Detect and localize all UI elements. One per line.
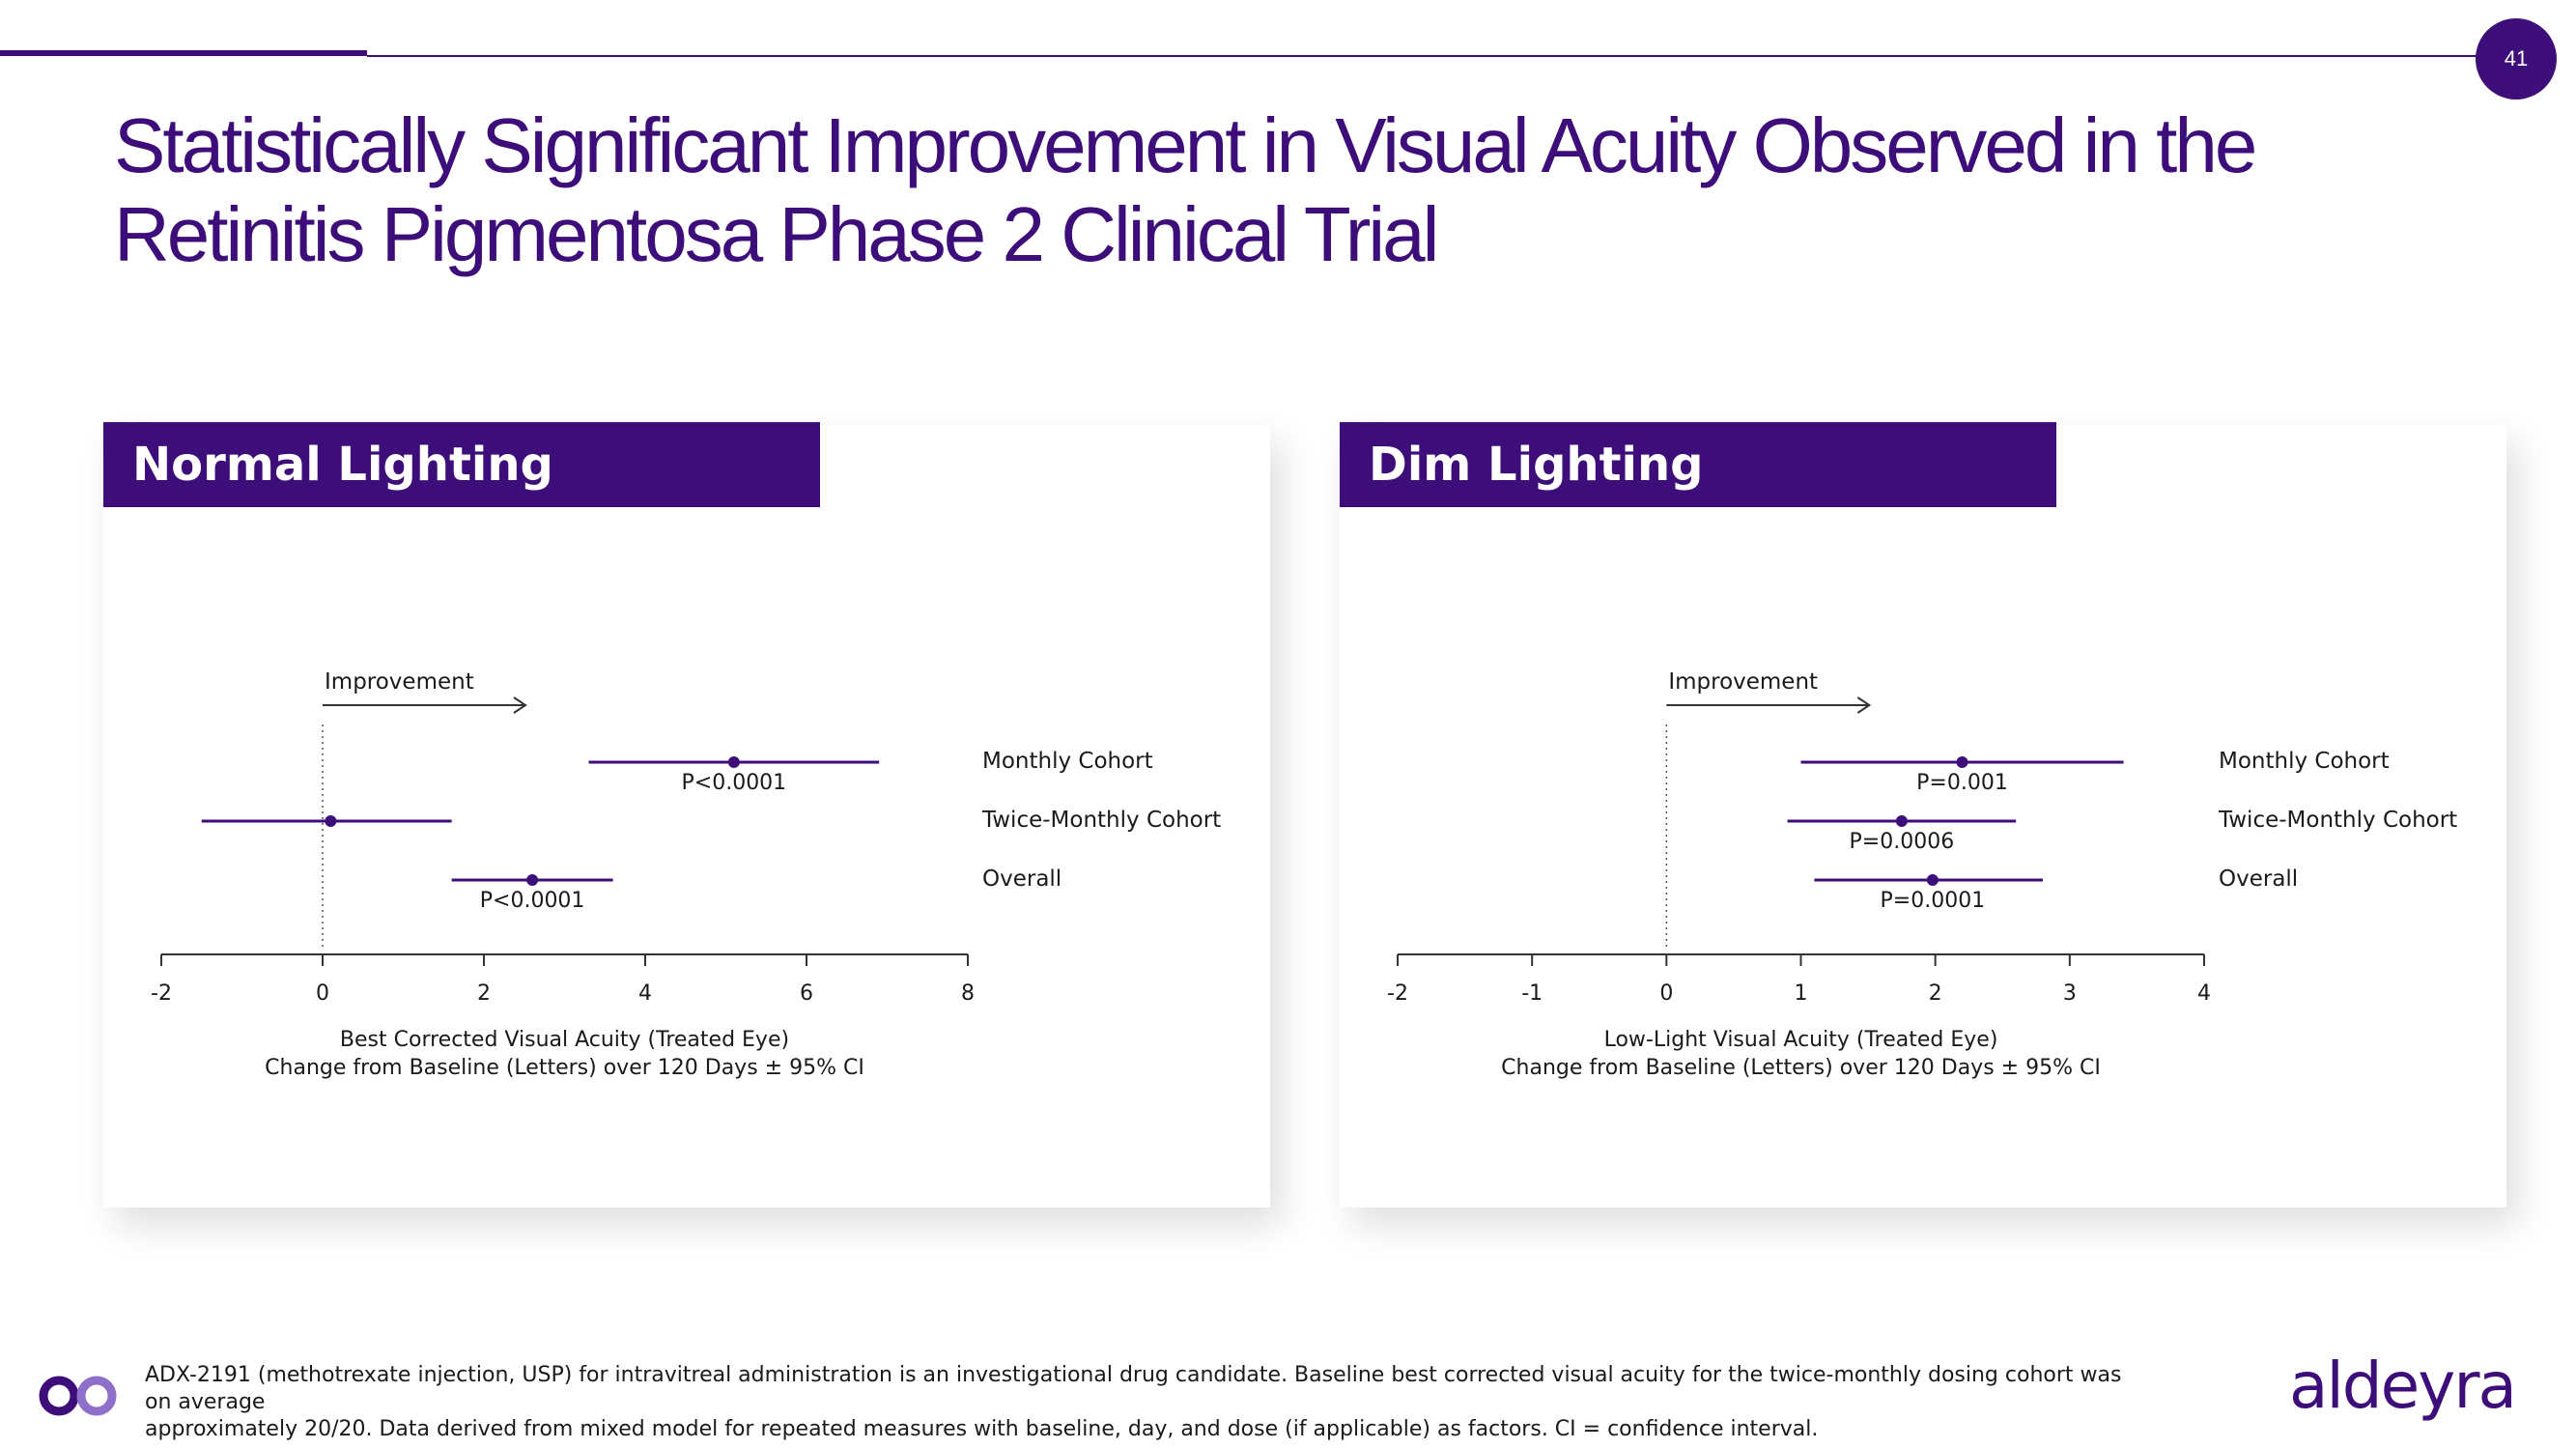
footnote-line-2: approximately 20/20. Data derived from m… [145, 1417, 1819, 1441]
point-estimate [1956, 756, 1968, 768]
x-tick-label: 4 [2197, 981, 2211, 1006]
p-value-label: P=0.001 [1916, 771, 2008, 795]
dim-lighting-chart: -2 -1 0 1 2 3 4 Improvement P=0.001 Monthly Cohor… [1387, 669, 2457, 1080]
x-tick-label: 8 [961, 981, 975, 1006]
x-tick-label: 0 [1659, 981, 1673, 1006]
x-axis-title-line-2: Change from Baseline (Letters) over 120 … [265, 1056, 864, 1080]
series-label: Monthly Cohort [2219, 749, 2390, 774]
p-value-label: P=0.0006 [1850, 830, 1955, 854]
x-axis-title-line-1: Best Corrected Visual Acuity (Treated Ey… [340, 1028, 789, 1052]
x-axis-title-line-1: Low-Light Visual Acuity (Treated Eye) [1604, 1028, 1998, 1052]
slide-title: Statistically Significant Improvement in… [114, 101, 2335, 279]
x-tick-label: 2 [1929, 981, 1942, 1006]
normal-lighting-panel: Normal Lighting -2 0 2 4 6 8 Improvement P<0.00… [103, 422, 1270, 1208]
x-tick-label: 6 [800, 981, 813, 1006]
footnote-line-1: ADX-2191 (methotrexate injection, USP) f… [145, 1363, 2122, 1414]
dim-lighting-panel: Dim Lighting -2 -1 0 1 2 3 4 Improvement P=0.001… [1340, 422, 2506, 1208]
top-accent-bar [0, 50, 367, 56]
x-tick-label: 0 [316, 981, 329, 1006]
footnote: ADX-2191 (methotrexate injection, USP) f… [145, 1362, 2135, 1443]
x-tick-label: 2 [477, 981, 491, 1006]
series-label: Overall [2219, 867, 2298, 892]
x-tick-label: 3 [2063, 981, 2077, 1006]
normal-lighting-chart: -2 0 2 4 6 8 Improvement P<0.0001 Monthly Cohort… [151, 669, 1221, 1080]
x-axis-title-line-2: Change from Baseline (Letters) over 120 … [1501, 1056, 2101, 1080]
series-label: Monthly Cohort [982, 749, 1153, 774]
x-tick-label: 4 [638, 981, 652, 1006]
point-estimate [526, 874, 539, 886]
improvement-label: Improvement [325, 669, 474, 695]
p-value-label: P<0.0001 [682, 771, 787, 795]
improvement-arrowhead [513, 696, 527, 714]
improvement-arrowhead [1856, 696, 1872, 714]
top-rule [367, 55, 2482, 57]
p-value-label: P=0.0001 [1881, 889, 1986, 913]
x-tick-label: -2 [151, 981, 172, 1006]
series-label: Twice-Monthly Cohort [2218, 808, 2457, 833]
normal-lighting-header: Normal Lighting [103, 422, 820, 507]
point-estimate [1895, 815, 1908, 827]
dim-lighting-header: Dim Lighting [1340, 422, 2056, 507]
aldeyra-wordmark: aldeyra [2289, 1349, 2517, 1423]
point-estimate [1926, 874, 1939, 886]
p-value-label: P<0.0001 [480, 889, 585, 913]
series-label: Twice-Monthly Cohort [981, 808, 1221, 833]
title-line-1: Statistically Significant Improvement in… [114, 102, 2257, 188]
page-number: 41 [2504, 46, 2529, 71]
page-number-badge: 41 [2476, 18, 2557, 99]
x-tick-label: -1 [1521, 981, 1543, 1006]
series-label: Overall [982, 867, 1062, 892]
improvement-label: Improvement [1668, 669, 1818, 695]
x-tick-label: 1 [1795, 981, 1808, 1006]
point-estimate [325, 815, 337, 827]
title-line-2: Retinitis Pigmentosa Phase 2 Clinical Tr… [114, 191, 1439, 277]
point-estimate [727, 756, 740, 768]
x-tick-label: -2 [1387, 981, 1408, 1006]
aldeyra-symbol-logo [37, 1372, 124, 1425]
